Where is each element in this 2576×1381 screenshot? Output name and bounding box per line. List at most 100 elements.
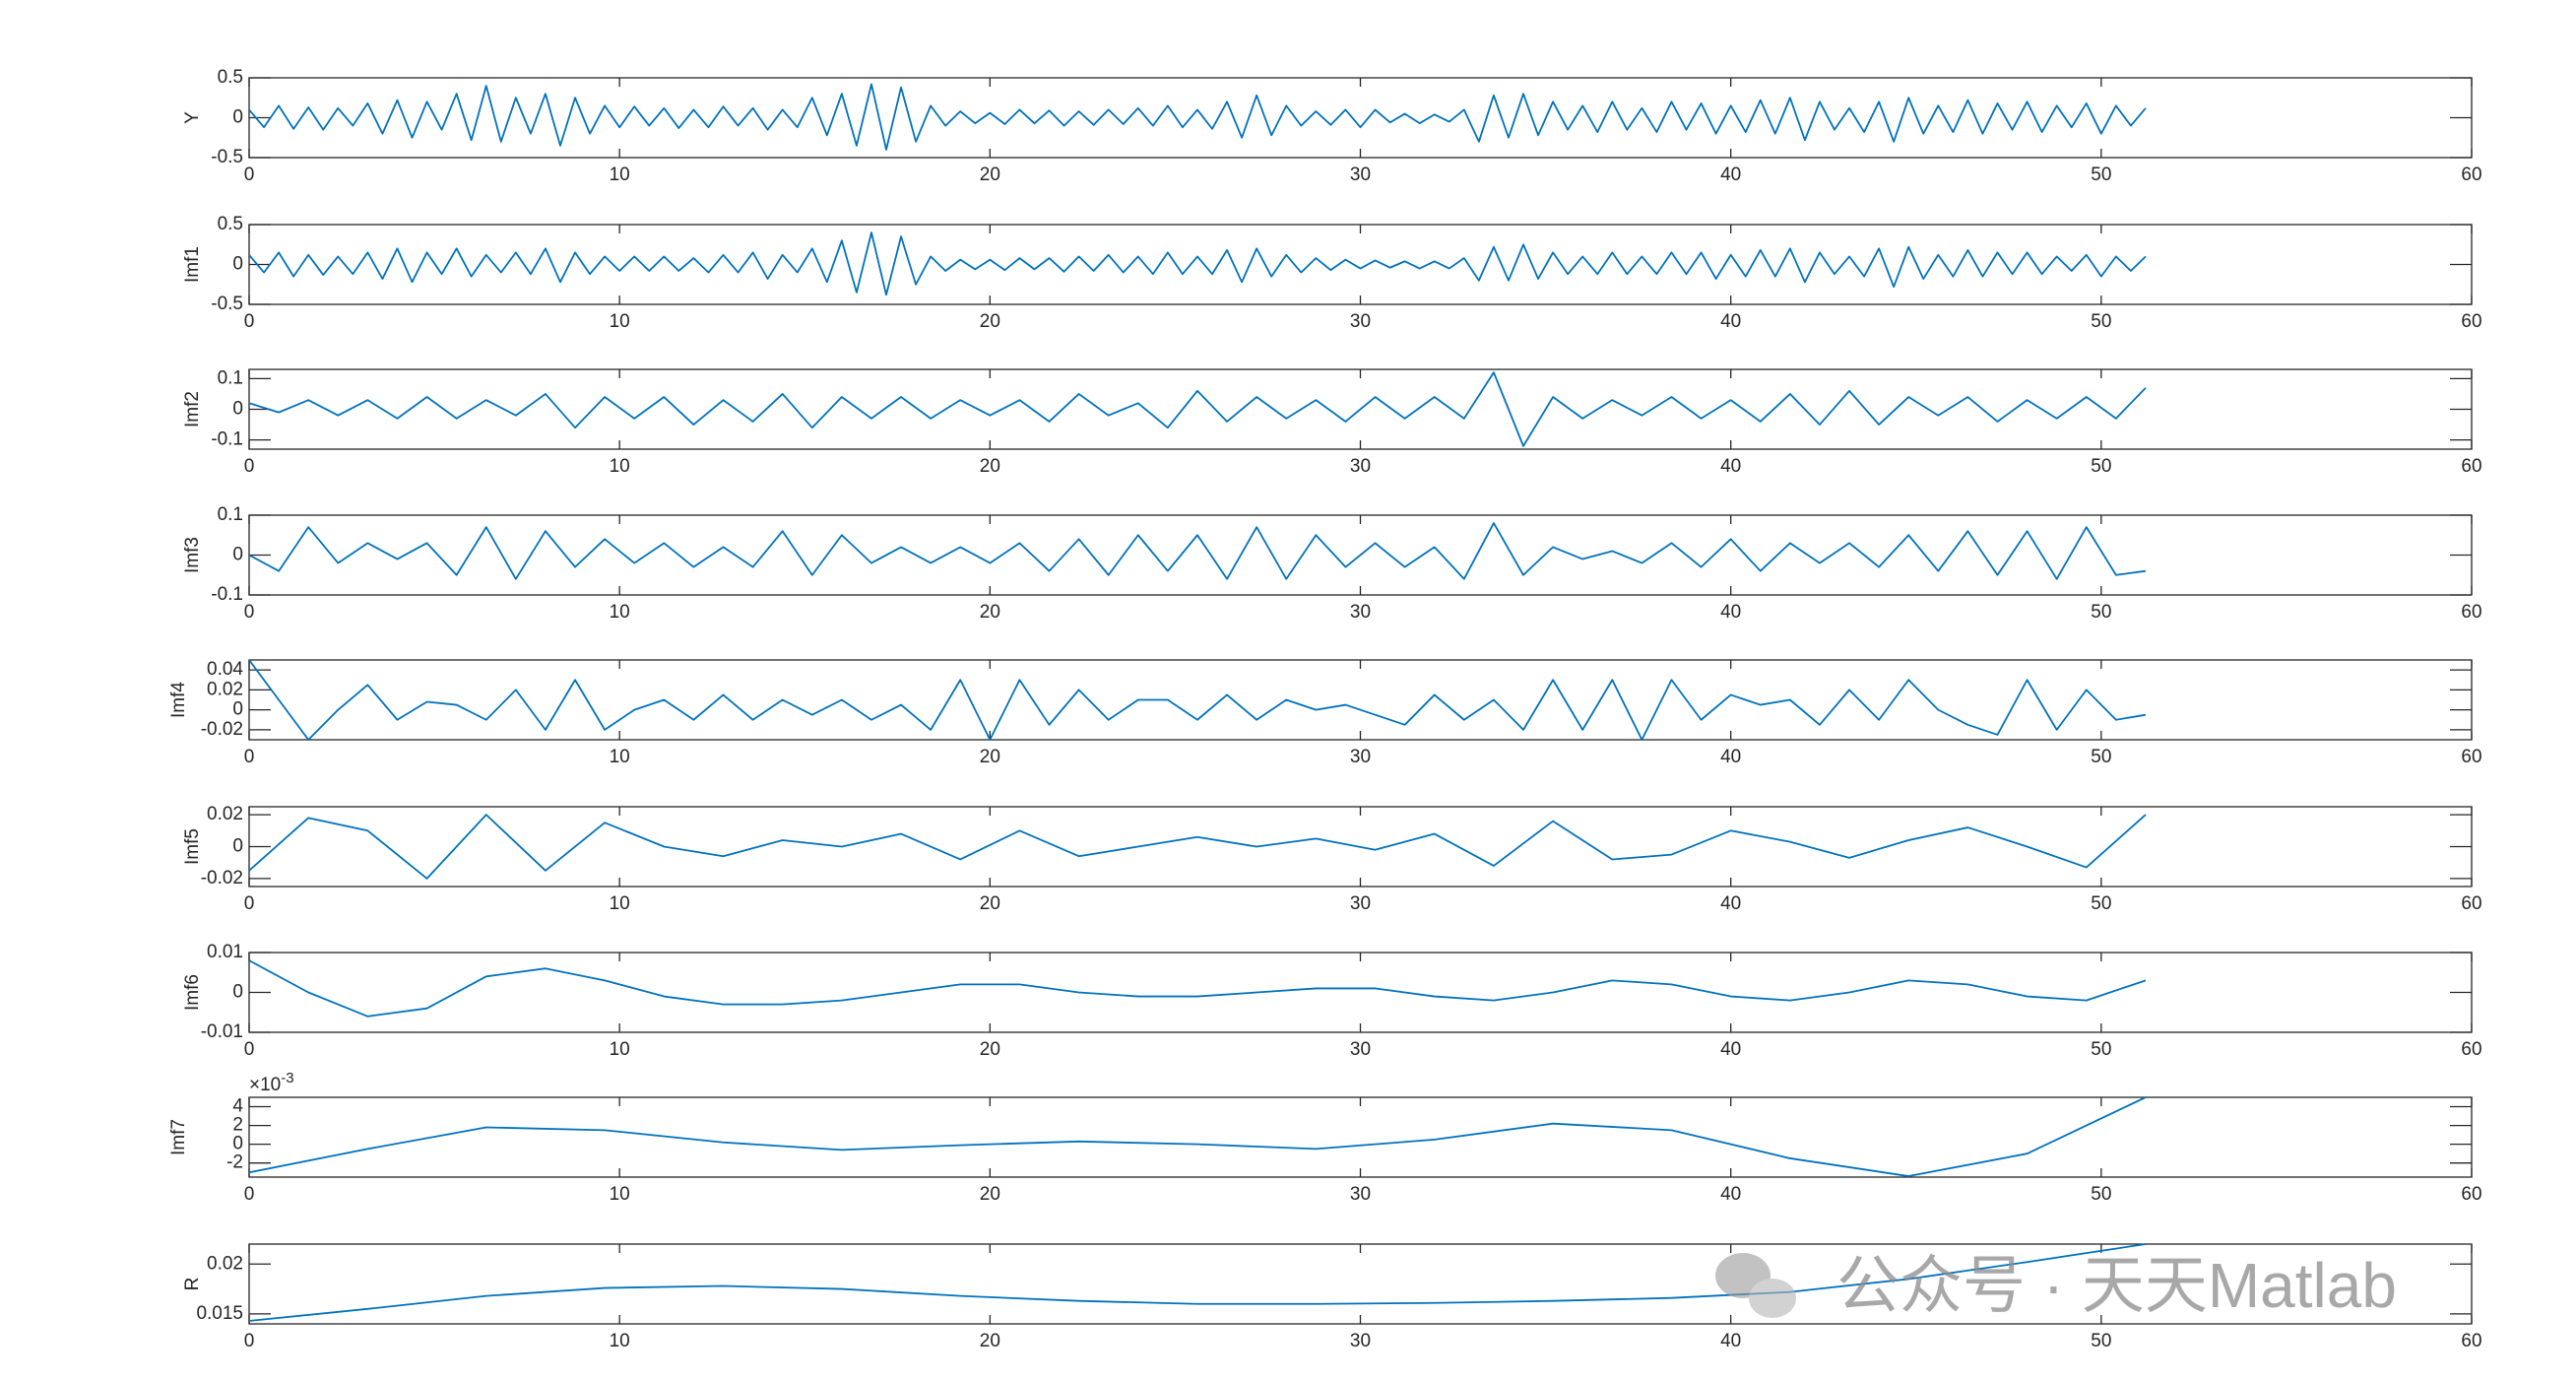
x-tick-label: 10: [610, 893, 630, 914]
x-tick-label: 60: [2461, 456, 2481, 477]
plot-area: [249, 371, 2147, 447]
x-tick-label: 30: [1350, 1039, 1371, 1060]
y-tick-label: 0: [232, 982, 243, 1003]
x-tick-label: 40: [1720, 1039, 1741, 1060]
y-axis-label: Imf6: [182, 974, 203, 1011]
x-tick-label: 60: [2461, 602, 2481, 623]
y-axis-label: Imf2: [182, 391, 203, 427]
y-tick-label: 0.5: [218, 67, 243, 88]
y-axis-label: R: [182, 1278, 203, 1291]
x-tick-label: 50: [2091, 1184, 2111, 1205]
y-tick-label: 4: [232, 1096, 243, 1117]
x-tick-label: 20: [980, 1039, 1000, 1060]
y-tick-label: 2: [232, 1115, 243, 1136]
subplot: 0 10 20 30 40 50 60-0.500.5Y: [182, 67, 2482, 185]
axes-box: [248, 659, 2473, 741]
plot-area: [249, 1096, 2147, 1177]
x-tick-label: 40: [1720, 893, 1741, 914]
x-tick-label: 20: [980, 456, 1000, 477]
y-tick-label: -0.5: [211, 294, 243, 314]
wechat-icon: [1715, 1253, 1796, 1318]
subplot: 0 10 20 30 40 50 60 0.015 0.02 R: [182, 1243, 2482, 1351]
x-tick-label: 0: [244, 893, 255, 914]
x-tick-label: 20: [980, 311, 1000, 332]
plot-area: [249, 959, 2147, 1018]
plot-area: [249, 659, 2147, 741]
x-tick-label: 60: [2461, 1184, 2481, 1205]
x-tick-label: 60: [2461, 311, 2481, 332]
x-tick-label: 10: [610, 1331, 630, 1351]
x-tick-label: 30: [1350, 1184, 1371, 1205]
y-tick-label: -2: [226, 1152, 243, 1173]
axis-exponent: ×10-3: [249, 1070, 294, 1095]
axes-box: [248, 224, 2473, 305]
x-tick-label: 50: [2091, 311, 2111, 332]
y-axis-label: Imf5: [182, 828, 203, 865]
watermark: 公众号 · 天天Matlab: [1836, 1250, 2397, 1321]
signal-line: [249, 231, 2147, 296]
x-tick-label: 10: [610, 747, 630, 767]
x-tick-label: 10: [610, 456, 630, 477]
x-tick-label: 0: [244, 164, 255, 185]
y-tick-label: 0.04: [207, 659, 243, 680]
x-tick-label: 50: [2091, 164, 2111, 185]
x-tick-label: 30: [1350, 311, 1371, 332]
plot-area: [249, 814, 2147, 880]
y-tick-label: -0.1: [211, 584, 243, 605]
y-tick-label: 0.5: [218, 214, 243, 234]
plot-area: [249, 231, 2147, 296]
signal-line: [249, 1243, 2147, 1322]
y-axis-label: Imf4: [168, 682, 189, 718]
x-tick-label: 40: [1720, 1184, 1741, 1205]
x-tick-label: 50: [2091, 893, 2111, 914]
x-tick-label: 20: [980, 602, 1000, 623]
x-tick-label: 20: [980, 893, 1000, 914]
y-tick-label: 0.015: [196, 1303, 243, 1324]
y-tick-label: 0.01: [207, 942, 243, 962]
exponent-base: ×10: [249, 1075, 281, 1095]
axes-box: [248, 77, 2473, 159]
x-tick-label: 30: [1350, 893, 1371, 914]
plot-area: [249, 83, 2147, 151]
y-tick-label: 0: [232, 836, 243, 857]
x-tick-label: 10: [610, 311, 630, 332]
x-tick-label: 0: [244, 1039, 255, 1060]
exponent-power: -3: [281, 1070, 293, 1086]
signal-line: [249, 814, 2147, 880]
y-tick-label: 0: [232, 399, 243, 420]
x-tick-label: 20: [980, 1331, 1000, 1351]
x-tick-label: 0: [244, 311, 255, 332]
x-tick-label: 40: [1720, 747, 1741, 767]
x-tick-label: 60: [2461, 747, 2481, 767]
signal-line: [249, 83, 2147, 151]
y-axis-label: Imf1: [182, 246, 203, 283]
x-tick-label: 30: [1350, 1331, 1371, 1351]
y-tick-label: 0.02: [207, 804, 243, 824]
signal-line: [249, 371, 2147, 447]
x-tick-label: 20: [980, 164, 1000, 185]
x-tick-label: 0: [244, 1184, 255, 1205]
x-tick-label: 40: [1720, 602, 1741, 623]
x-tick-label: 50: [2091, 1039, 2111, 1060]
x-tick-label: 0: [244, 602, 255, 623]
x-tick-label: 10: [610, 164, 630, 185]
x-tick-label: 40: [1720, 1331, 1741, 1351]
y-tick-label: 0.1: [218, 504, 243, 525]
axes-box: [248, 952, 2473, 1033]
x-tick-label: 50: [2091, 747, 2111, 767]
y-axis-label: Imf7: [168, 1119, 189, 1155]
plot-area: [249, 522, 2147, 580]
y-tick-label: -0.5: [211, 147, 243, 167]
y-tick-label: 0.02: [207, 679, 243, 699]
y-axis-label: Imf3: [182, 537, 203, 573]
x-tick-label: 60: [2461, 1039, 2481, 1060]
y-axis-label: Y: [182, 111, 203, 124]
y-tick-label: -0.1: [211, 429, 243, 450]
y-tick-label: 0.02: [207, 1253, 243, 1274]
